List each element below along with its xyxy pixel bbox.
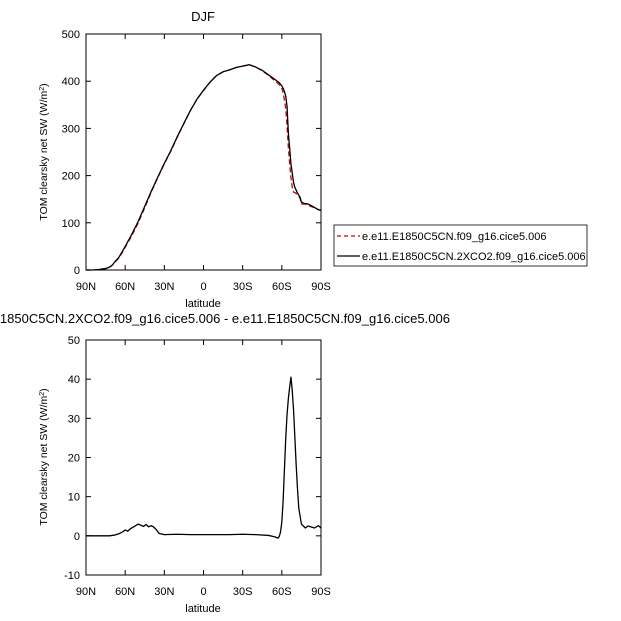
bottom-panel-title: e.e11.E1850C5CN.2XCO2.f09_g16.cice5.006 … xyxy=(0,311,450,326)
x-tick-label-1-6: 90S xyxy=(311,586,331,598)
bottom-x-axis-title: latitude xyxy=(185,603,220,615)
x-tick-label-0-5: 60S xyxy=(272,281,292,293)
top-panel-title: DJF xyxy=(191,9,215,24)
x-tick-label-1-0: 90N xyxy=(76,586,96,598)
top-plot-frame xyxy=(85,33,322,271)
top-y-axis-title-main: TOM clearsky net SW (W/m xyxy=(38,91,50,221)
y-tick-label-1-2: 10 xyxy=(68,492,80,504)
x-tick-label-1-5: 60S xyxy=(272,586,292,598)
series-line-1-0 xyxy=(86,376,322,539)
bottom-series-group xyxy=(86,376,322,539)
legend-box xyxy=(333,224,588,267)
bottom-x-ticks: 90N 60N 30N 0 30S 60S 90S xyxy=(76,340,331,598)
x-tick-label-0-2: 30N xyxy=(154,281,174,293)
bottom-panel: e.e11.E1850C5CN.2XCO2.f09_g16.cice5.006 … xyxy=(0,311,450,615)
x-tick-label-0-0: 90N xyxy=(76,281,96,293)
y-tick-label-1-5: 40 xyxy=(68,374,80,386)
y-tick-label-0-0: 0 xyxy=(74,265,80,277)
series-line-0-1 xyxy=(86,64,322,271)
y-tick-label-0-4: 400 xyxy=(62,76,80,88)
legend: e.e11.E1850C5CN.f09_g16.cice5.006 e.e11.… xyxy=(333,224,588,267)
top-y-axis-title-sup: 2 xyxy=(39,87,46,91)
x-tick-label-0-3: 0 xyxy=(200,281,206,293)
bottom-y-axis-title-sup: 2 xyxy=(39,392,46,396)
x-tick-label-1-4: 30S xyxy=(233,586,253,598)
legend-label-2xco2: e.e11.E1850C5CN.2XCO2.f09_g16.cice5.006 xyxy=(362,251,586,263)
x-tick-label-1-3: 0 xyxy=(200,586,206,598)
y-tick-label-0-2: 200 xyxy=(62,171,80,183)
top-x-axis-title: latitude xyxy=(185,298,220,310)
bottom-y-ticks: -10 0 10 20 30 40 50 xyxy=(64,335,321,582)
bottom-y-axis-title: TOM clearsky net SW (W/m2) xyxy=(38,388,50,525)
x-tick-label-0-1: 60N xyxy=(115,281,135,293)
top-x-ticks: 90N 60N 30N 0 30S 60S 90S xyxy=(76,34,331,293)
bottom-plot-frame xyxy=(85,339,322,576)
y-tick-label-1-1: 0 xyxy=(74,531,80,543)
y-tick-label-0-5: 500 xyxy=(62,29,80,41)
y-tick-label-1-0: -10 xyxy=(64,570,80,582)
top-series-group xyxy=(86,64,322,271)
x-tick-label-1-1: 60N xyxy=(115,586,135,598)
y-tick-label-1-6: 50 xyxy=(68,335,80,347)
y-tick-label-0-1: 100 xyxy=(62,218,80,230)
y-tick-label-1-4: 30 xyxy=(68,413,80,425)
x-tick-label-0-4: 30S xyxy=(233,281,253,293)
top-y-axis-title-close: ) xyxy=(38,83,50,87)
x-tick-label-0-6: 90S xyxy=(311,281,331,293)
top-panel: DJF 90N 60N 30N 0 30S 60S 90S 0 100 200 300 400 500… xyxy=(38,9,331,310)
y-tick-label-0-3: 300 xyxy=(62,123,80,135)
legend-label-control: e.e11.E1850C5CN.f09_g16.cice5.006 xyxy=(362,231,547,243)
top-y-ticks: 0 100 200 300 400 500 xyxy=(62,29,321,277)
y-tick-label-1-3: 20 xyxy=(68,453,80,465)
top-y-axis-title: TOM clearsky net SW (W/m2) xyxy=(38,83,50,220)
bottom-y-axis-title-main: TOM clearsky net SW (W/m xyxy=(38,396,50,526)
bottom-y-axis-title-close: ) xyxy=(38,388,50,392)
x-tick-label-1-2: 30N xyxy=(154,586,174,598)
